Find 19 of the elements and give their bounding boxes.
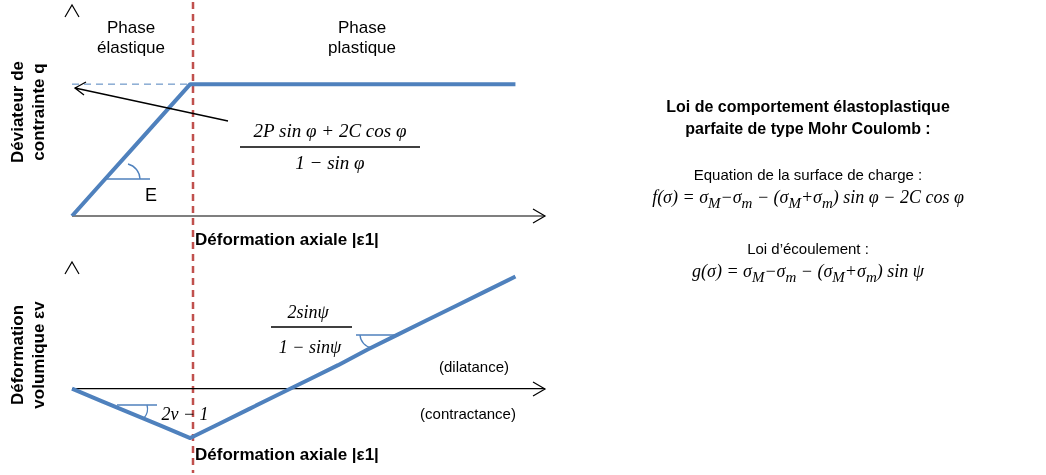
x-axis-title: Déformation axiale |ε1| (195, 445, 379, 465)
annotation: (dilatance) (437, 358, 510, 376)
annotation: (contractance) (419, 405, 517, 423)
annotation: 2ν − 1 (160, 403, 210, 425)
annotation: E (144, 184, 158, 206)
annotation: 2sinψ (286, 301, 330, 323)
annotation: 2P sin φ + 2C cos φ (252, 120, 408, 142)
y-axis-title: Déviateur de contrainte q (7, 60, 49, 166)
y-axis-title: Déformation volumique εv (7, 300, 49, 411)
text: Phase élastique (95, 18, 167, 58)
x-axis-title: Déformation axiale |ε1| (195, 230, 379, 250)
text: Equation de la surface de charge : (692, 165, 924, 185)
text: Loi d’écoulement : (746, 238, 870, 259)
text: Loi de comportement élastoplastique parfaite de type Mohr Coulomb : (665, 97, 951, 139)
annotation: 1 − sin φ (294, 152, 366, 174)
text: f(σ) = σ$_{M}$−σ$_{m}$ − (σ$_{M}$+σ$_{m}$) sin φ − 2C cos φ (652, 187, 964, 211)
text: Phase plastique (326, 18, 398, 58)
text: g(σ) = σ$_{M}$−σ$_{m}$ − (σ$_{M}$+σ$_{m}$) sin ψ (692, 260, 924, 285)
annotation: 1 − sinψ (277, 336, 343, 358)
